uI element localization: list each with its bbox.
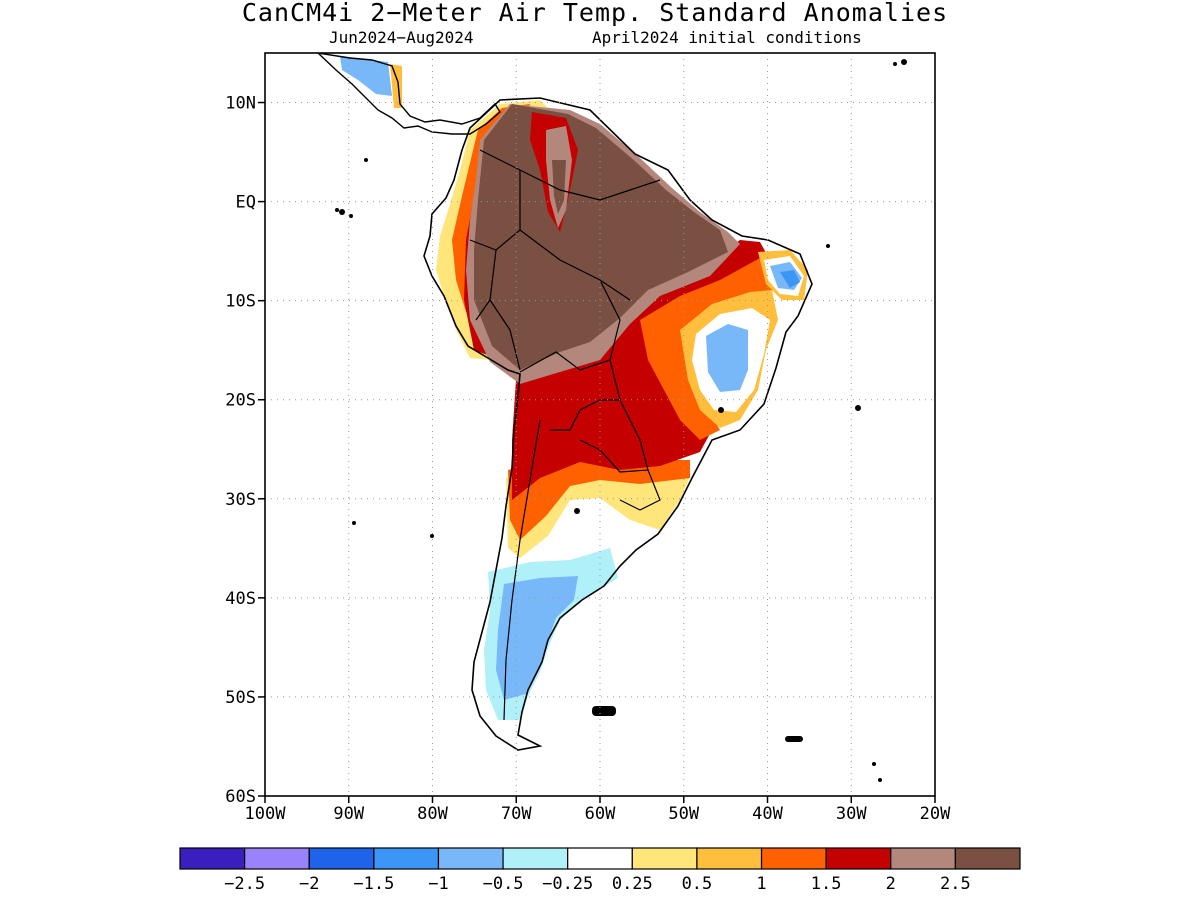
lon-tick-label: 90W <box>333 804 364 824</box>
northeast-tip-blue-fill <box>780 270 800 288</box>
initial-conditions: April2024 initial conditions <box>592 28 862 47</box>
lon-tick-label: 70W <box>501 804 532 824</box>
warm-fringe-fill <box>436 100 560 360</box>
lat-tick-label: 10S <box>225 292 256 312</box>
country-borders <box>469 149 661 721</box>
longitude-axis: 100W 90W 80W 70W 60W 50W 40W 30W 20W <box>245 796 951 824</box>
colorbar-label: −0.25 <box>542 874 593 894</box>
colorbar-label: 1 <box>756 874 766 894</box>
colorbar-swatch <box>760 847 827 870</box>
colorbar: −2.5 −2 −1.5 −1 −0.5 −0.25 0.25 0.5 1 1.5 2 2.5 <box>179 847 1021 894</box>
latitude-axis: 10N EQ 10S 20S 30S 40S 50S 60S <box>225 94 265 807</box>
lat-tick-label: 50S <box>225 688 256 708</box>
colorbar-label: 2 <box>886 874 896 894</box>
lat-tick-label: 10N <box>225 94 256 114</box>
colorbar-label: 1.5 <box>811 874 842 894</box>
lon-tick-label: 100W <box>245 804 287 824</box>
orange-fringe-fill <box>452 104 530 320</box>
colorbar-swatch <box>696 847 763 870</box>
colorbar-swatch <box>631 847 698 870</box>
lat-tick-label: EQ <box>236 193 256 213</box>
colorbar-swatch <box>437 847 504 870</box>
colorbar-swatch <box>244 847 310 870</box>
southern-warm-fill <box>508 456 690 540</box>
islands <box>335 59 907 782</box>
colorbar-swatch <box>502 847 569 870</box>
map-plot-area <box>316 53 907 782</box>
graticule <box>265 53 935 796</box>
lon-tick-label: 40W <box>752 804 783 824</box>
lat-tick-label: 40S <box>225 589 256 609</box>
colorbar-swatch <box>179 847 246 870</box>
amazon-core-fill <box>474 104 728 370</box>
lat-tick-label: 30S <box>225 490 256 510</box>
lat-tick-label: 20S <box>225 391 256 411</box>
colorbar-swatch <box>567 847 633 870</box>
lon-tick-label: 80W <box>417 804 448 824</box>
colorbar-label: −2 <box>299 874 319 894</box>
colorbar-label: −1 <box>428 874 448 894</box>
forecast-period: Jun2024−Aug2024 <box>329 28 474 47</box>
southern-cold-fill <box>496 576 578 700</box>
colorbar-label: 0.25 <box>612 874 653 894</box>
colorbar-swatch <box>890 847 956 870</box>
colorbar-swatch <box>954 847 1021 870</box>
lon-tick-label: 20W <box>920 804 951 824</box>
amazon-inner-core-fill <box>552 160 566 214</box>
colorbar-swatch <box>373 847 440 870</box>
colorbar-label: −0.5 <box>483 874 524 894</box>
central-america-cold-fill <box>340 56 392 96</box>
colorbar-label: 0.5 <box>682 874 713 894</box>
map-title: CanCM4i 2−Meter Air Temp. Standard Anoma… <box>241 0 949 27</box>
colorbar-label: −1.5 <box>353 874 394 894</box>
colorbar-label: 2.5 <box>940 874 971 894</box>
central-america-coastline <box>316 53 501 135</box>
northeast-orange-fill <box>640 258 780 440</box>
colorbar-label: −2.5 <box>224 874 265 894</box>
lat-tick-label: 60S <box>225 787 256 807</box>
colorbar-swatch <box>825 847 892 870</box>
coastline <box>423 97 813 751</box>
lon-tick-label: 60W <box>585 804 616 824</box>
lon-tick-label: 30W <box>836 804 867 824</box>
northeast-cold-fill <box>706 324 748 392</box>
colorbar-swatch <box>308 847 375 870</box>
lon-tick-label: 50W <box>668 804 699 824</box>
